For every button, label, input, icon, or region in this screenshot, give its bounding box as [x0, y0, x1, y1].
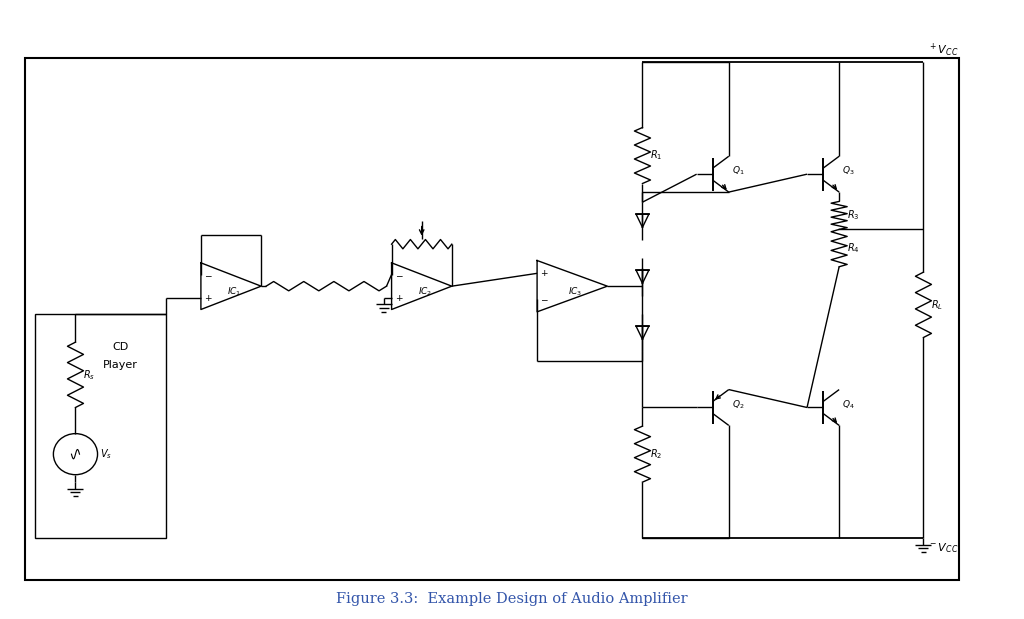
Text: $Q_1$: $Q_1$ — [732, 165, 744, 178]
Text: $-$: $-$ — [394, 270, 403, 279]
Text: $+$: $+$ — [540, 268, 549, 279]
Text: $R_1$: $R_1$ — [650, 149, 663, 162]
Bar — [35, 314, 166, 538]
Text: $V_s$: $V_s$ — [99, 448, 112, 461]
Text: $Q_2$: $Q_2$ — [732, 398, 744, 411]
Text: $IC_2$: $IC_2$ — [418, 285, 432, 298]
Bar — [26, 58, 958, 580]
Text: $^+V_{CC}$: $^+V_{CC}$ — [929, 42, 958, 59]
Text: $-$: $-$ — [540, 295, 549, 303]
Text: $R_L$: $R_L$ — [932, 298, 943, 312]
Text: Figure 3.3:  Example Design of Audio Amplifier: Figure 3.3: Example Design of Audio Ampl… — [336, 592, 688, 606]
Text: $R_2$: $R_2$ — [650, 448, 663, 461]
Text: $R_3$: $R_3$ — [847, 209, 860, 222]
Text: $+$: $+$ — [204, 293, 213, 303]
Text: $Q_3$: $Q_3$ — [843, 165, 855, 178]
Text: $+$: $+$ — [394, 293, 403, 303]
Text: $Q_4$: $Q_4$ — [843, 398, 855, 411]
Text: $^-V_{CC}$: $^-V_{CC}$ — [929, 541, 958, 555]
Text: CD: CD — [112, 342, 128, 352]
Text: $IC_3$: $IC_3$ — [568, 285, 583, 298]
Text: $R_s$: $R_s$ — [84, 368, 95, 382]
Text: $IC_1$: $IC_1$ — [226, 285, 242, 298]
Text: $R_4$: $R_4$ — [847, 241, 860, 255]
Text: Player: Player — [102, 360, 137, 371]
Text: $-$: $-$ — [204, 270, 213, 279]
